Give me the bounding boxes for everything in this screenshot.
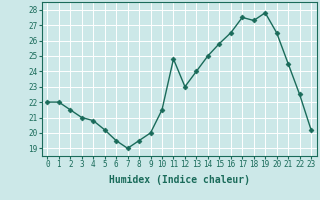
X-axis label: Humidex (Indice chaleur): Humidex (Indice chaleur) [109, 175, 250, 185]
